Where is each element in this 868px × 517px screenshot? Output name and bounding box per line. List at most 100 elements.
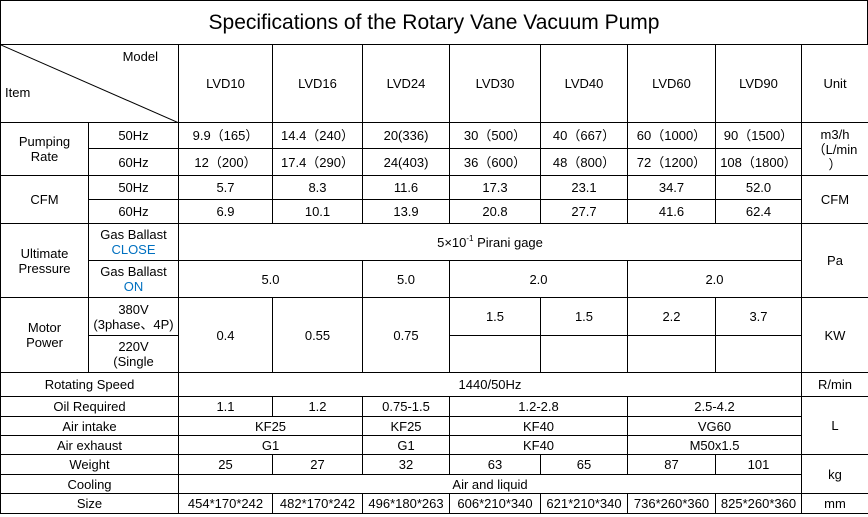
ultimate-on-row: Gas Ballast ON 5.0 5.0 2.0 2.0	[1, 260, 868, 298]
cell: KF25	[178, 416, 363, 436]
cell: 2.5-4.2	[627, 396, 802, 417]
air-intake-row: Air intake KF25 KF25 KF40 VG60	[0, 416, 868, 436]
cell: 40（667）	[540, 122, 628, 149]
unit-header: Unit	[801, 44, 868, 123]
cell-empty	[540, 335, 628, 373]
cell: 90（1500）	[715, 122, 802, 149]
air-exhaust-label: Air exhaust	[0, 435, 179, 455]
cell: 10.1	[272, 199, 363, 224]
pumping-rate-60-row: 60Hz 12（200） 17.4（290） 24(403) 36（600） 4…	[1, 148, 868, 176]
cell: Air and liquid	[178, 474, 802, 494]
cell: M50x1.5	[627, 435, 802, 455]
hz-label: 50Hz	[88, 175, 179, 200]
cell: 736*260*360	[627, 493, 716, 514]
ultimate-pressure-unit: Pa	[801, 223, 868, 298]
cell: G1	[362, 435, 450, 455]
cell: 65	[540, 454, 628, 475]
cell: 17.4（290）	[272, 148, 363, 176]
weight-unit: kg	[801, 454, 868, 494]
cfm-60-row: 60Hz 6.9 10.1 13.9 20.8 27.7 41.6 62.4	[1, 199, 868, 224]
rotating-speed-row: Rotating Speed 1440/50Hz R/min	[0, 372, 868, 397]
cell: 36（600）	[449, 148, 541, 176]
cell: 13.9	[362, 199, 450, 224]
rotating-speed-label: Rotating Speed	[0, 372, 179, 397]
weight-row: Weight 25 27 32 63 65 87 101 kg	[0, 454, 868, 494]
cell: 482*170*242	[272, 493, 363, 514]
cell: 32	[362, 454, 450, 475]
cell: 0.75	[362, 297, 450, 373]
diagonal-divider	[1, 45, 177, 122]
model-col: LVD90	[715, 44, 802, 123]
cell-empty	[627, 335, 716, 373]
cell: 1.2-2.8	[449, 396, 628, 417]
cell: 41.6	[627, 199, 716, 224]
cell: 62.4	[715, 199, 802, 224]
cell: 5.0	[362, 260, 450, 298]
cell: 23.1	[540, 175, 628, 200]
cell: 87	[627, 454, 716, 475]
cell: 24(403)	[362, 148, 450, 176]
cell: 108（1800）	[715, 148, 802, 176]
cell: 8.3	[272, 175, 363, 200]
cell: 0.75-1.5	[362, 396, 450, 417]
cell: 621*210*340	[540, 493, 628, 514]
cell: 9.9（165）	[178, 122, 273, 149]
cell: 30（500）	[449, 122, 541, 149]
cfm-label: CFM	[0, 175, 89, 224]
cell: 2.0	[449, 260, 628, 298]
pumping-rate-50-row: Pumping Rate 50Hz 9.9（165） 14.4（240） 20(3…	[0, 122, 868, 176]
cell: 825*260*360	[715, 493, 802, 514]
voltage-220-label: 220V (Single	[88, 335, 179, 373]
air-exhaust-row: Air exhaust G1 G1 KF40 M50x1.5	[0, 435, 868, 455]
cell: 63	[449, 454, 541, 475]
cell: 11.6	[362, 175, 450, 200]
motor-power-label: Motor Power	[0, 297, 89, 373]
cell: VG60	[627, 416, 802, 436]
cell: 496*180*263	[362, 493, 450, 514]
cell: 34.7	[627, 175, 716, 200]
gas-ballast-close-label: Gas Ballast CLOSE	[88, 223, 179, 261]
ultimate-close-value: 5×10-1 Pirani gage	[178, 223, 802, 261]
oil-required-row: Oil Required 1.1 1.2 0.75-1.5 1.2-2.8 2.…	[0, 396, 868, 455]
size-row: Size 454*170*242 482*170*242 496*180*263…	[0, 493, 868, 514]
cell: 48（800）	[540, 148, 628, 176]
cell: 2.2	[627, 297, 716, 336]
cell: 0.4	[178, 297, 273, 373]
cell: 1.1	[178, 396, 273, 417]
cell: 27.7	[540, 199, 628, 224]
model-item-header: Model Item	[0, 44, 179, 123]
cell: 606*210*340	[449, 493, 541, 514]
model-col: LVD40	[540, 44, 628, 123]
cell: 52.0	[715, 175, 802, 200]
oil-required-unit: L	[801, 396, 868, 455]
cell: KF25	[362, 416, 450, 436]
pumping-rate-unit: m3/h （L/min）	[801, 122, 868, 176]
cell: 20.8	[449, 199, 541, 224]
rotating-speed-unit: R/min	[801, 372, 868, 397]
pumping-rate-label: Pumping Rate	[0, 122, 89, 176]
weight-label: Weight	[0, 454, 179, 475]
cell: 20(336)	[362, 122, 450, 149]
cell: 14.4（240）	[272, 122, 363, 149]
cell: 3.7	[715, 297, 802, 336]
cooling-row: Cooling Air and liquid	[0, 474, 868, 494]
model-col: LVD24	[362, 44, 450, 123]
cell: 5.0	[178, 260, 363, 298]
cell: 1.5	[449, 297, 541, 336]
air-intake-label: Air intake	[0, 416, 179, 436]
item-label: Item	[5, 85, 31, 100]
cell: 1440/50Hz	[178, 372, 802, 397]
cell: KF40	[449, 435, 628, 455]
cell: 60（1000）	[627, 122, 716, 149]
cell: 6.9	[178, 199, 273, 224]
size-unit: mm	[801, 493, 868, 514]
cell: 1.2	[272, 396, 363, 417]
cell: 12（200）	[178, 148, 273, 176]
cell: 25	[178, 454, 273, 475]
cell-empty	[449, 335, 541, 373]
ultimate-close-row: Ultimate Pressure Gas Ballast CLOSE 5×10-1…	[0, 223, 868, 298]
hz-label: 50Hz	[88, 122, 179, 149]
oil-required-label: Oil Required	[0, 396, 179, 417]
cell: 2.0	[627, 260, 802, 298]
cell: KF40	[449, 416, 628, 436]
